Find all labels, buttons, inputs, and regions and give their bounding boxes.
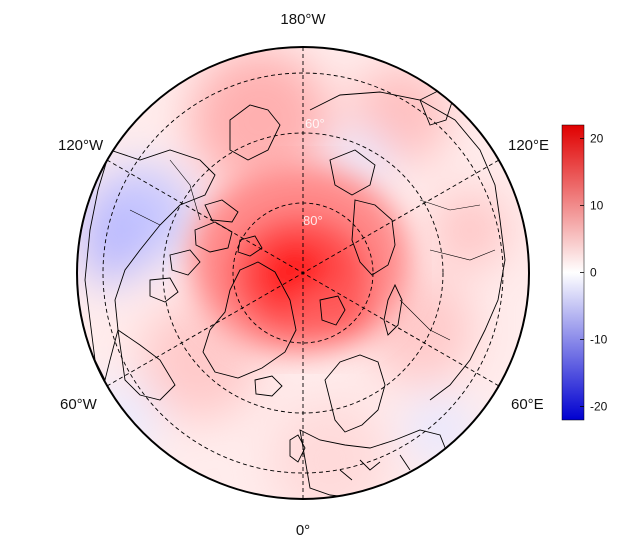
lat-label-60: 60° — [305, 116, 325, 131]
map-border — [76, 46, 530, 500]
lon-label-0: 0° — [296, 522, 310, 539]
latitude-circle-60 — [102, 72, 504, 474]
colorbar-tick-label: 10 — [590, 198, 604, 212]
colorbar-tick-label: -20 — [590, 400, 608, 414]
colorbar-tick-label: 0 — [590, 266, 597, 280]
coastlines — [84, 89, 506, 499]
graticule — [102, 47, 504, 499]
colorbar-tick-label: -10 — [590, 333, 608, 347]
meridian-60w-120e — [106, 159, 500, 387]
lat-label-80: 80° — [303, 213, 323, 228]
lon-label-120w: 120°W — [58, 137, 104, 154]
lon-label-60w: 60°W — [60, 396, 98, 413]
colorbar-tick-label: 20 — [590, 131, 604, 145]
colorbar-ticks: 20 10 0 -10 -20 — [580, 131, 608, 414]
colorbar: 20 10 0 -10 -20 — [561, 124, 608, 421]
lon-label-60e: 60°E — [511, 396, 544, 413]
lon-label-180w: 180°W — [280, 11, 326, 28]
lon-label-120e: 120°E — [508, 137, 549, 154]
